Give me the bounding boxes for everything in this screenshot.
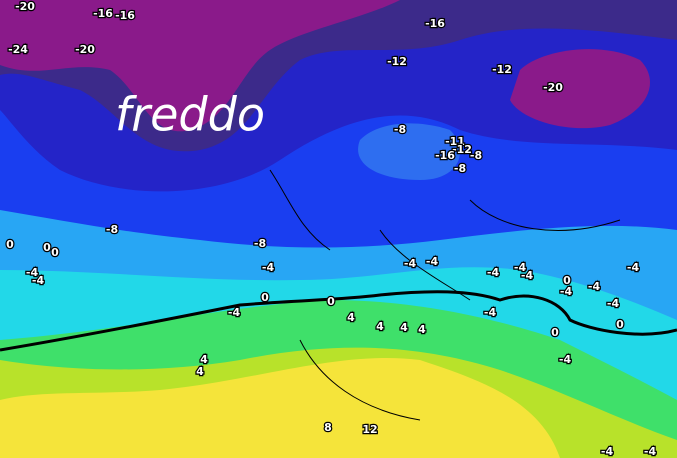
contour-label: 0 [327,295,335,308]
contour-label: 0 [261,291,269,304]
contour-label: -12 [492,63,512,76]
contour-label: 0 [6,238,14,251]
contour-label: -4 [601,445,614,458]
contour-label: -4 [26,266,39,279]
contour-label: -4 [404,257,417,270]
contour-label: -4 [644,445,657,458]
contour-label: 8 [324,421,332,434]
contour-label: -16 [435,149,455,162]
contour-label: 0 [551,326,559,339]
contour-label: 0 [51,246,59,259]
cold-core-east [510,49,650,129]
contour-label: -8 [470,149,482,162]
contour-label: 4 [418,323,426,336]
contour-label: -20 [75,43,95,56]
contour-label: -4 [426,255,439,268]
contour-label: -4 [521,269,534,282]
contour-label: -16 [115,9,135,22]
contour-label: 0 [43,241,51,254]
contour-label: 0 [563,274,571,287]
contour-label: -4 [262,261,275,274]
contour-label: 4 [347,311,355,324]
contour-label: -8 [394,123,406,136]
contour-label: -4 [514,261,527,274]
cold-core-west [0,0,400,132]
contour-label: -20 [15,0,35,13]
contour-label: 4 [400,321,408,334]
contour-label: -8 [454,162,466,175]
contour-label: -4 [627,261,640,274]
contour-label: -16 [93,7,113,20]
coastline [269,169,621,421]
contour-label: -12 [452,143,472,156]
contour-label: -4 [607,297,620,310]
contour-label: -4 [484,306,497,319]
contour-label: -4 [228,306,241,319]
scandinavia-patch [358,123,460,180]
contour-label: 0 [616,318,624,331]
contour-label: -8 [254,237,266,250]
contour-label: -8 [106,223,118,236]
contour-label: -4 [487,266,500,279]
contour-label: -4 [588,280,601,293]
contour-label: 4 [200,353,208,366]
contour-label: -12 [387,55,407,68]
contour-label: -24 [8,43,28,56]
contour-label: -4 [32,274,45,287]
contour-label: -11 [445,135,465,148]
contour-label: -4 [560,285,573,298]
contour-label: 12 [362,423,377,436]
contour-label: -4 [559,353,572,366]
contour-label: 4 [376,320,384,333]
contour-label: 4 [196,365,204,378]
contour-label: -16 [425,17,445,30]
zero-isotherm [0,290,677,352]
contour-label: -20 [543,81,563,94]
headline: freddo [115,88,265,142]
